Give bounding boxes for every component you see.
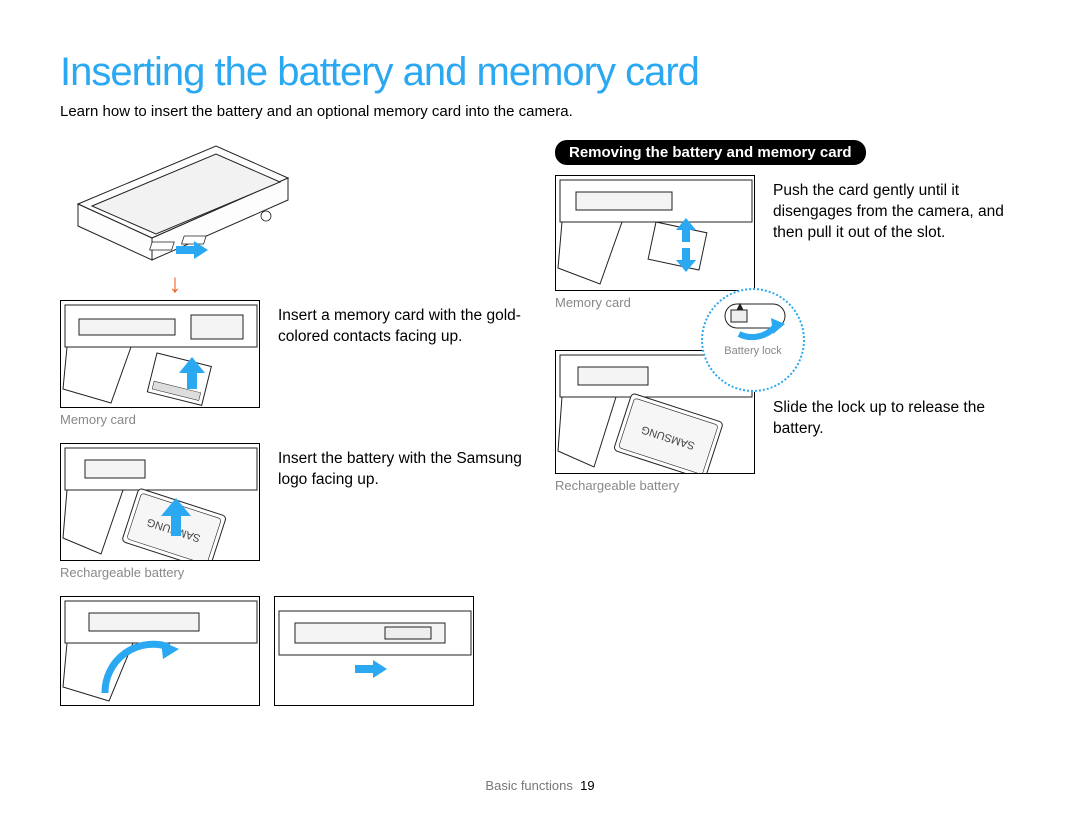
- right-step1-text: Push the card gently until it disengages…: [773, 175, 1020, 244]
- battery-lock-callout: Battery lock: [701, 288, 805, 392]
- left-step2-text: Insert the battery with the Samsung logo…: [278, 443, 525, 491]
- caption-battery-left: Rechargeable battery: [60, 565, 260, 580]
- page-title: Inserting the battery and memory card: [60, 50, 1020, 95]
- left-step-1: Memory card Insert a memory card with th…: [60, 300, 525, 437]
- footer-page-number: 19: [580, 778, 594, 793]
- diagram-close-door-1: [60, 596, 260, 706]
- left-step1-text: Insert a memory card with the gold-color…: [278, 300, 525, 348]
- caption-memcard-left: Memory card: [60, 412, 260, 427]
- diagram-close-door-2: [274, 596, 474, 706]
- section-pill: Removing the battery and memory card: [555, 140, 866, 165]
- down-arrow-icon: ↓: [60, 270, 290, 296]
- diagram-battery-insert: SAMSUNG: [60, 443, 260, 561]
- right-step-2: SAMSUNG Rechargeable battery: [555, 350, 1020, 503]
- diagram-memcard-insert: [60, 300, 260, 408]
- caption-battery-right: Rechargeable battery: [555, 478, 755, 493]
- diagram-camera-iso: [66, 138, 296, 268]
- diagram-memcard-remove: [555, 175, 755, 291]
- page-subtitle: Learn how to insert the battery and an o…: [60, 103, 1020, 120]
- right-column: Removing the battery and memory card: [555, 138, 1020, 712]
- footer-section: Basic functions: [485, 778, 572, 793]
- battery-lock-label: Battery lock: [724, 345, 782, 357]
- right-step2-text: Slide the lock up to release the battery…: [773, 350, 1020, 440]
- left-step-3: [60, 596, 525, 706]
- page-footer: Basic functions 19: [0, 778, 1080, 793]
- content-columns: ↓: [60, 138, 1020, 712]
- left-column: ↓: [60, 138, 525, 712]
- left-step-2: SAMSUNG Rechargeable battery Insert the …: [60, 443, 525, 590]
